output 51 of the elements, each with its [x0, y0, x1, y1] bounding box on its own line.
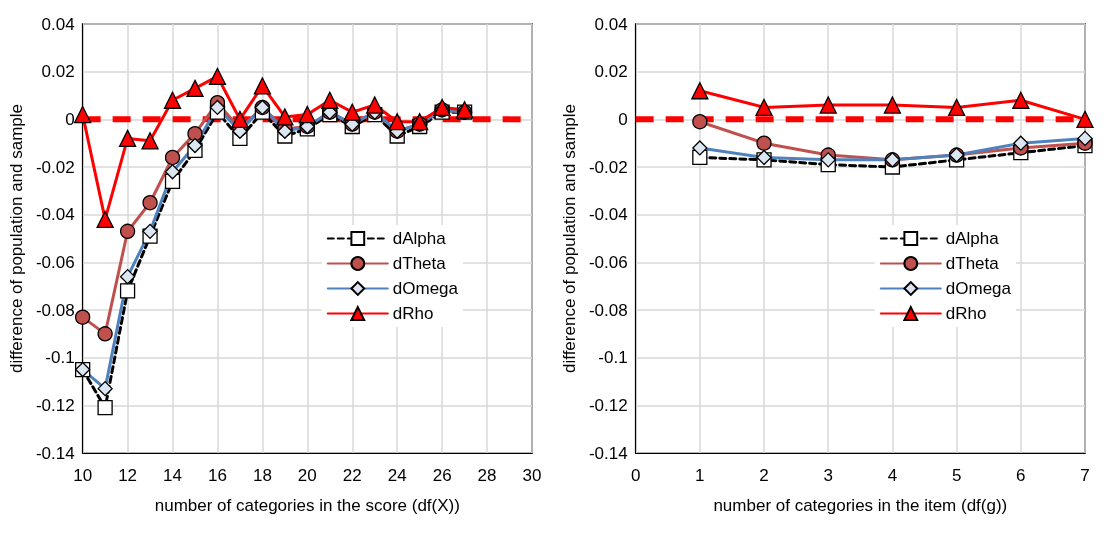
y-tick-label: 0.04: [594, 14, 628, 34]
x-tick-label: 6: [1016, 466, 1026, 485]
y-tick-label: -0.02: [35, 157, 75, 177]
legend-label: dAlpha: [392, 229, 447, 248]
legend-label: dAlpha: [945, 229, 1000, 248]
y-tick-label: -0.12: [35, 395, 75, 415]
legend-label: dOmega: [392, 279, 459, 298]
legend-label: dTheta: [392, 254, 447, 273]
y-tick-label: 0.02: [41, 62, 75, 82]
x-tick-label: 5: [951, 466, 962, 485]
y-tick-label: -0.14: [588, 443, 628, 463]
y-tick-label: -0.08: [588, 300, 628, 320]
x-tick-label: 12: [118, 466, 138, 485]
x-tick-label: 10: [73, 466, 93, 485]
x-tick-label: 2: [759, 466, 769, 485]
y-tick-label: 0: [65, 109, 75, 129]
y-tick-label: -0.06: [588, 252, 628, 272]
legend-label: dRho: [392, 304, 434, 323]
x-tick-label: 20: [297, 466, 317, 485]
x-tick-label: 30: [522, 466, 542, 485]
x-tick-label: 7: [1080, 466, 1090, 485]
y-tick-label: -0.04: [35, 205, 75, 225]
x-tick-label: 3: [823, 466, 833, 485]
x-tick-label: 0: [630, 466, 641, 485]
x-tick-label: 16: [207, 466, 227, 485]
x-axis-title: number of categories in the item (df(g)): [713, 496, 1008, 515]
x-tick-label: 26: [432, 466, 452, 485]
legend-label: dRho: [945, 304, 987, 323]
x-tick-label: 24: [387, 466, 407, 485]
y-tick-label: -0.1: [598, 348, 628, 368]
y-tick-label: -0.06: [35, 252, 75, 272]
x-axis-title: number of categories in the score (df(X)): [154, 496, 460, 515]
y-axis-title: difference of population and sample: [7, 103, 26, 374]
x-tick-label: 18: [252, 466, 272, 485]
y-tick-label: 0: [618, 109, 628, 129]
x-tick-label: 28: [477, 466, 497, 485]
y-tick-label: -0.04: [588, 205, 628, 225]
y-tick-label: 0.02: [594, 62, 628, 82]
y-tick-label: -0.08: [35, 300, 75, 320]
y-axis-title: difference of population and sample: [560, 103, 579, 374]
x-tick-label: 14: [163, 466, 182, 485]
x-tick-label: 1: [695, 466, 705, 485]
x-tick-label: 4: [887, 466, 898, 485]
y-tick-label: -0.1: [45, 348, 75, 368]
y-tick-label: 0.04: [41, 14, 75, 34]
y-tick-label: -0.14: [35, 443, 75, 463]
x-tick-label: 22: [342, 466, 362, 485]
legend-label: dOmega: [945, 279, 1012, 298]
y-tick-label: -0.12: [588, 395, 628, 415]
y-tick-label: -0.02: [588, 157, 628, 177]
legend-label: dTheta: [945, 254, 1000, 273]
